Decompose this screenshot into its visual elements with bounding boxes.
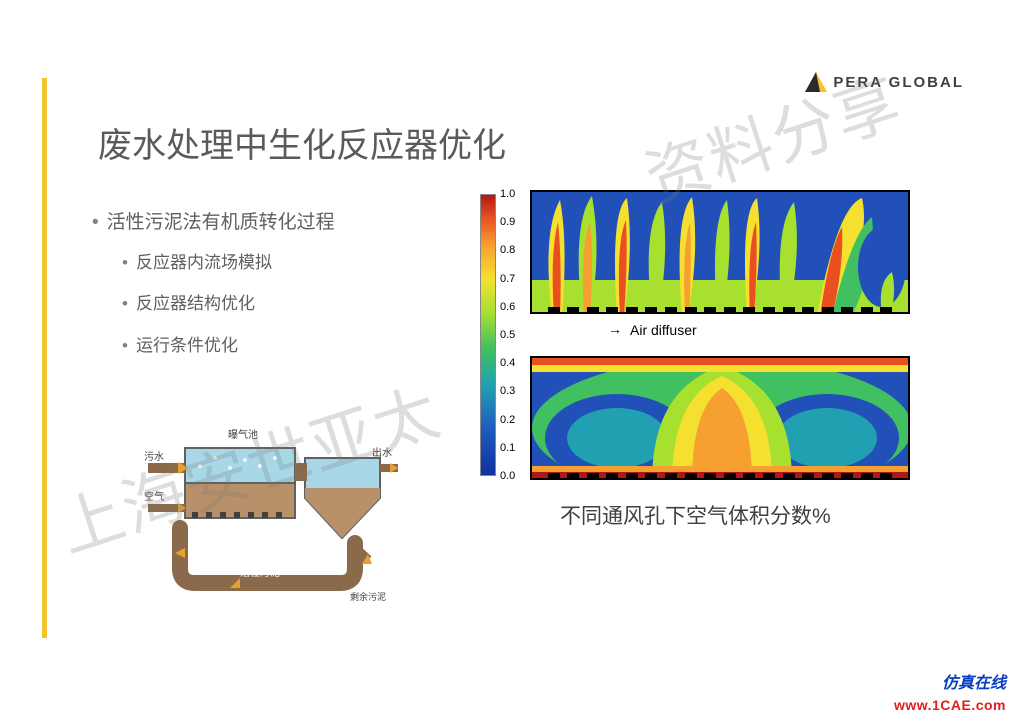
bullet-sub-2: •反应器结构优化 (122, 292, 335, 316)
colorbar-tick: 0.8 (500, 244, 530, 256)
accent-bar (42, 78, 47, 638)
colorbar-gradient (480, 194, 496, 476)
diffusers-bottom (532, 468, 908, 478)
slide-title: 废水处理中生化反应器优化 (98, 118, 506, 167)
bullet-sub2-text: 反应器结构优化 (136, 294, 255, 313)
colorbar-tick: 0.0 (500, 470, 530, 482)
colorbar-tick: 0.7 (500, 273, 530, 285)
label-outflow: 出水 (372, 446, 392, 459)
bullet-main-text: 活性污泥法有机质转化过程 (107, 212, 335, 233)
colorbar-tick: 0.3 (500, 385, 530, 397)
bullet-main: •活性污泥法有机质转化过程 (92, 210, 335, 237)
bullet-sub-1: •反应器内流场模拟 (122, 251, 335, 275)
label-active-sludge: 活性污泥 (240, 566, 280, 579)
colorbar-tick: 0.1 (500, 442, 530, 454)
colorbar-tick: 0.5 (500, 329, 530, 341)
footer-brand: 仿真在线 (942, 669, 1006, 693)
colorbar-tick: 1.0 (500, 188, 530, 200)
logo-icon (805, 72, 827, 92)
bullet-sub-3: •运行条件优化 (122, 334, 335, 358)
cfd-panel-top (530, 190, 910, 314)
label-excess-sludge: 剩余污泥 (350, 591, 386, 602)
air-diffuser-label: Air diffuser (630, 322, 697, 338)
arrow-icon: → (608, 321, 622, 337)
cfd-caption: 不同通风孔下空气体积分数% (560, 500, 831, 530)
label-air: 空气 (144, 490, 164, 503)
colorbar-tick: 0.4 (500, 357, 530, 369)
footer-url: www.1CAE.com (894, 697, 1006, 713)
colorbar-tick: 0.6 (500, 301, 530, 313)
label-sewage: 污水 (144, 451, 164, 463)
bullet-list: •活性污泥法有机质转化过程 •反应器内流场模拟 •反应器结构优化 •运行条件优化 (92, 210, 335, 376)
bullet-sub3-text: 运行条件优化 (136, 336, 238, 355)
label-aeration: 曝气池 (228, 428, 258, 441)
cfd-bot-field (532, 358, 910, 480)
logo-text: PERA GLOBAL (833, 74, 964, 91)
cfd-panel-bottom (530, 356, 910, 480)
cfd-top-field (532, 192, 910, 314)
process-diagram: 曝气池 污水 空气 出水 活性污泥 剩余污泥 (140, 408, 400, 608)
colorbar: 1.00.90.80.70.60.50.40.30.20.10.0 (460, 190, 498, 480)
colorbar-tick: 0.9 (500, 216, 530, 228)
colorbar-tick: 0.2 (500, 414, 530, 426)
bullet-sub1-text: 反应器内流场模拟 (136, 253, 272, 272)
diffusers-top (532, 302, 908, 312)
logo: PERA GLOBAL (805, 72, 964, 92)
